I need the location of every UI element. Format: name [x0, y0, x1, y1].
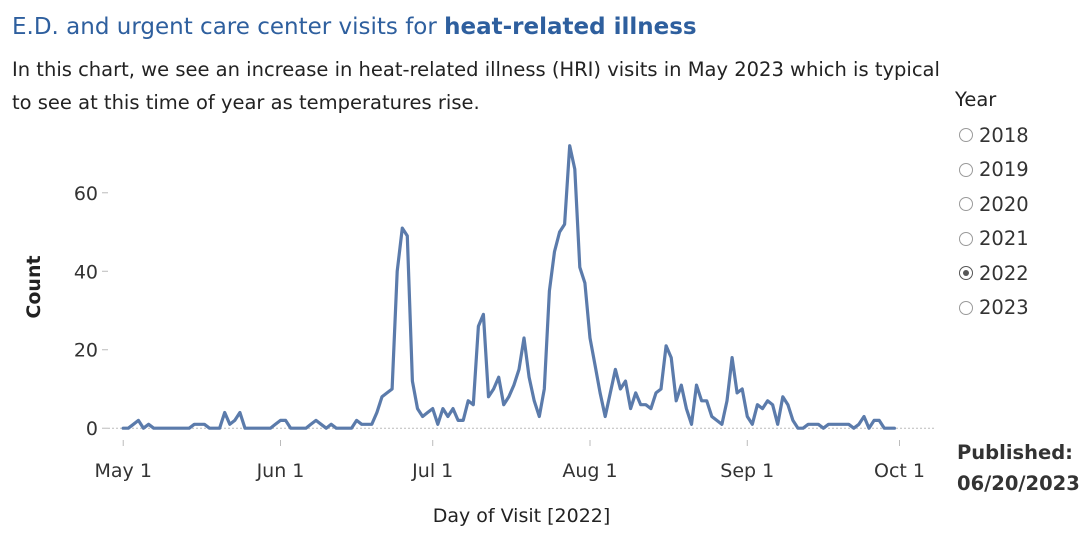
y-tick-label: 0: [86, 418, 98, 440]
x-tick-label: Aug 1: [562, 460, 617, 482]
x-tick-label: May 1: [95, 460, 152, 482]
y-tick-label: 60: [74, 183, 98, 205]
published-label: Published:: [957, 441, 1073, 464]
y-tick-label: 20: [74, 340, 98, 362]
series-line: [121, 144, 896, 430]
radio-selected-icon[interactable]: [959, 266, 973, 281]
x-axis-title: Day of Visit [2022]: [433, 505, 611, 527]
published-date: 06/20/2023: [957, 472, 1080, 495]
y-axis-title: Count: [23, 255, 45, 318]
year-option-label: 2022: [979, 261, 1029, 285]
title-emphasis: heat-related illness: [444, 14, 697, 40]
published-note: Published: 06/20/2023: [957, 437, 1080, 499]
chart-subtitle: In this chart, we see an increase in hea…: [12, 58, 940, 114]
radio-icon[interactable]: [959, 162, 973, 177]
year-option-label: 2020: [979, 192, 1029, 216]
year-options: 2018 2019 2020 2021 2022 2023: [955, 118, 1029, 325]
radio-icon[interactable]: [959, 231, 973, 246]
chart-title: E.D. and urgent care center visits for h…: [12, 14, 697, 40]
year-option-label: 2018: [979, 123, 1029, 147]
radio-icon[interactable]: [959, 300, 973, 315]
year-option-2023[interactable]: 2023: [955, 291, 1029, 326]
line-chart: 0 20 40 60 May 1 Jun 1 Jul 1 Aug 1 Sep 1 Oct 1 Day…: [23, 144, 935, 527]
year-option-label: 2019: [979, 158, 1029, 182]
x-tick-label: Jul 1: [411, 460, 453, 482]
year-option-2020[interactable]: 2020: [955, 187, 1029, 222]
year-option-2021[interactable]: 2021: [955, 222, 1029, 257]
y-tick-label: 40: [74, 261, 98, 283]
year-option-2018[interactable]: 2018: [955, 118, 1029, 153]
year-option-2019[interactable]: 2019: [955, 153, 1029, 188]
year-filter-title: Year: [955, 88, 997, 111]
x-tick-label: Oct 1: [874, 460, 925, 482]
year-option-label: 2023: [979, 296, 1029, 320]
year-option-2022[interactable]: 2022: [955, 256, 1029, 291]
year-filter: Year 2018 2019 2020 2021 2022 2023: [955, 88, 1029, 325]
radio-icon[interactable]: [959, 197, 973, 212]
x-tick-label: Jun 1: [256, 460, 305, 482]
x-tick-label: Sep 1: [720, 460, 774, 482]
title-prefix: E.D. and urgent care center visits for: [12, 14, 445, 40]
radio-icon[interactable]: [959, 128, 973, 143]
year-option-label: 2021: [979, 227, 1029, 251]
